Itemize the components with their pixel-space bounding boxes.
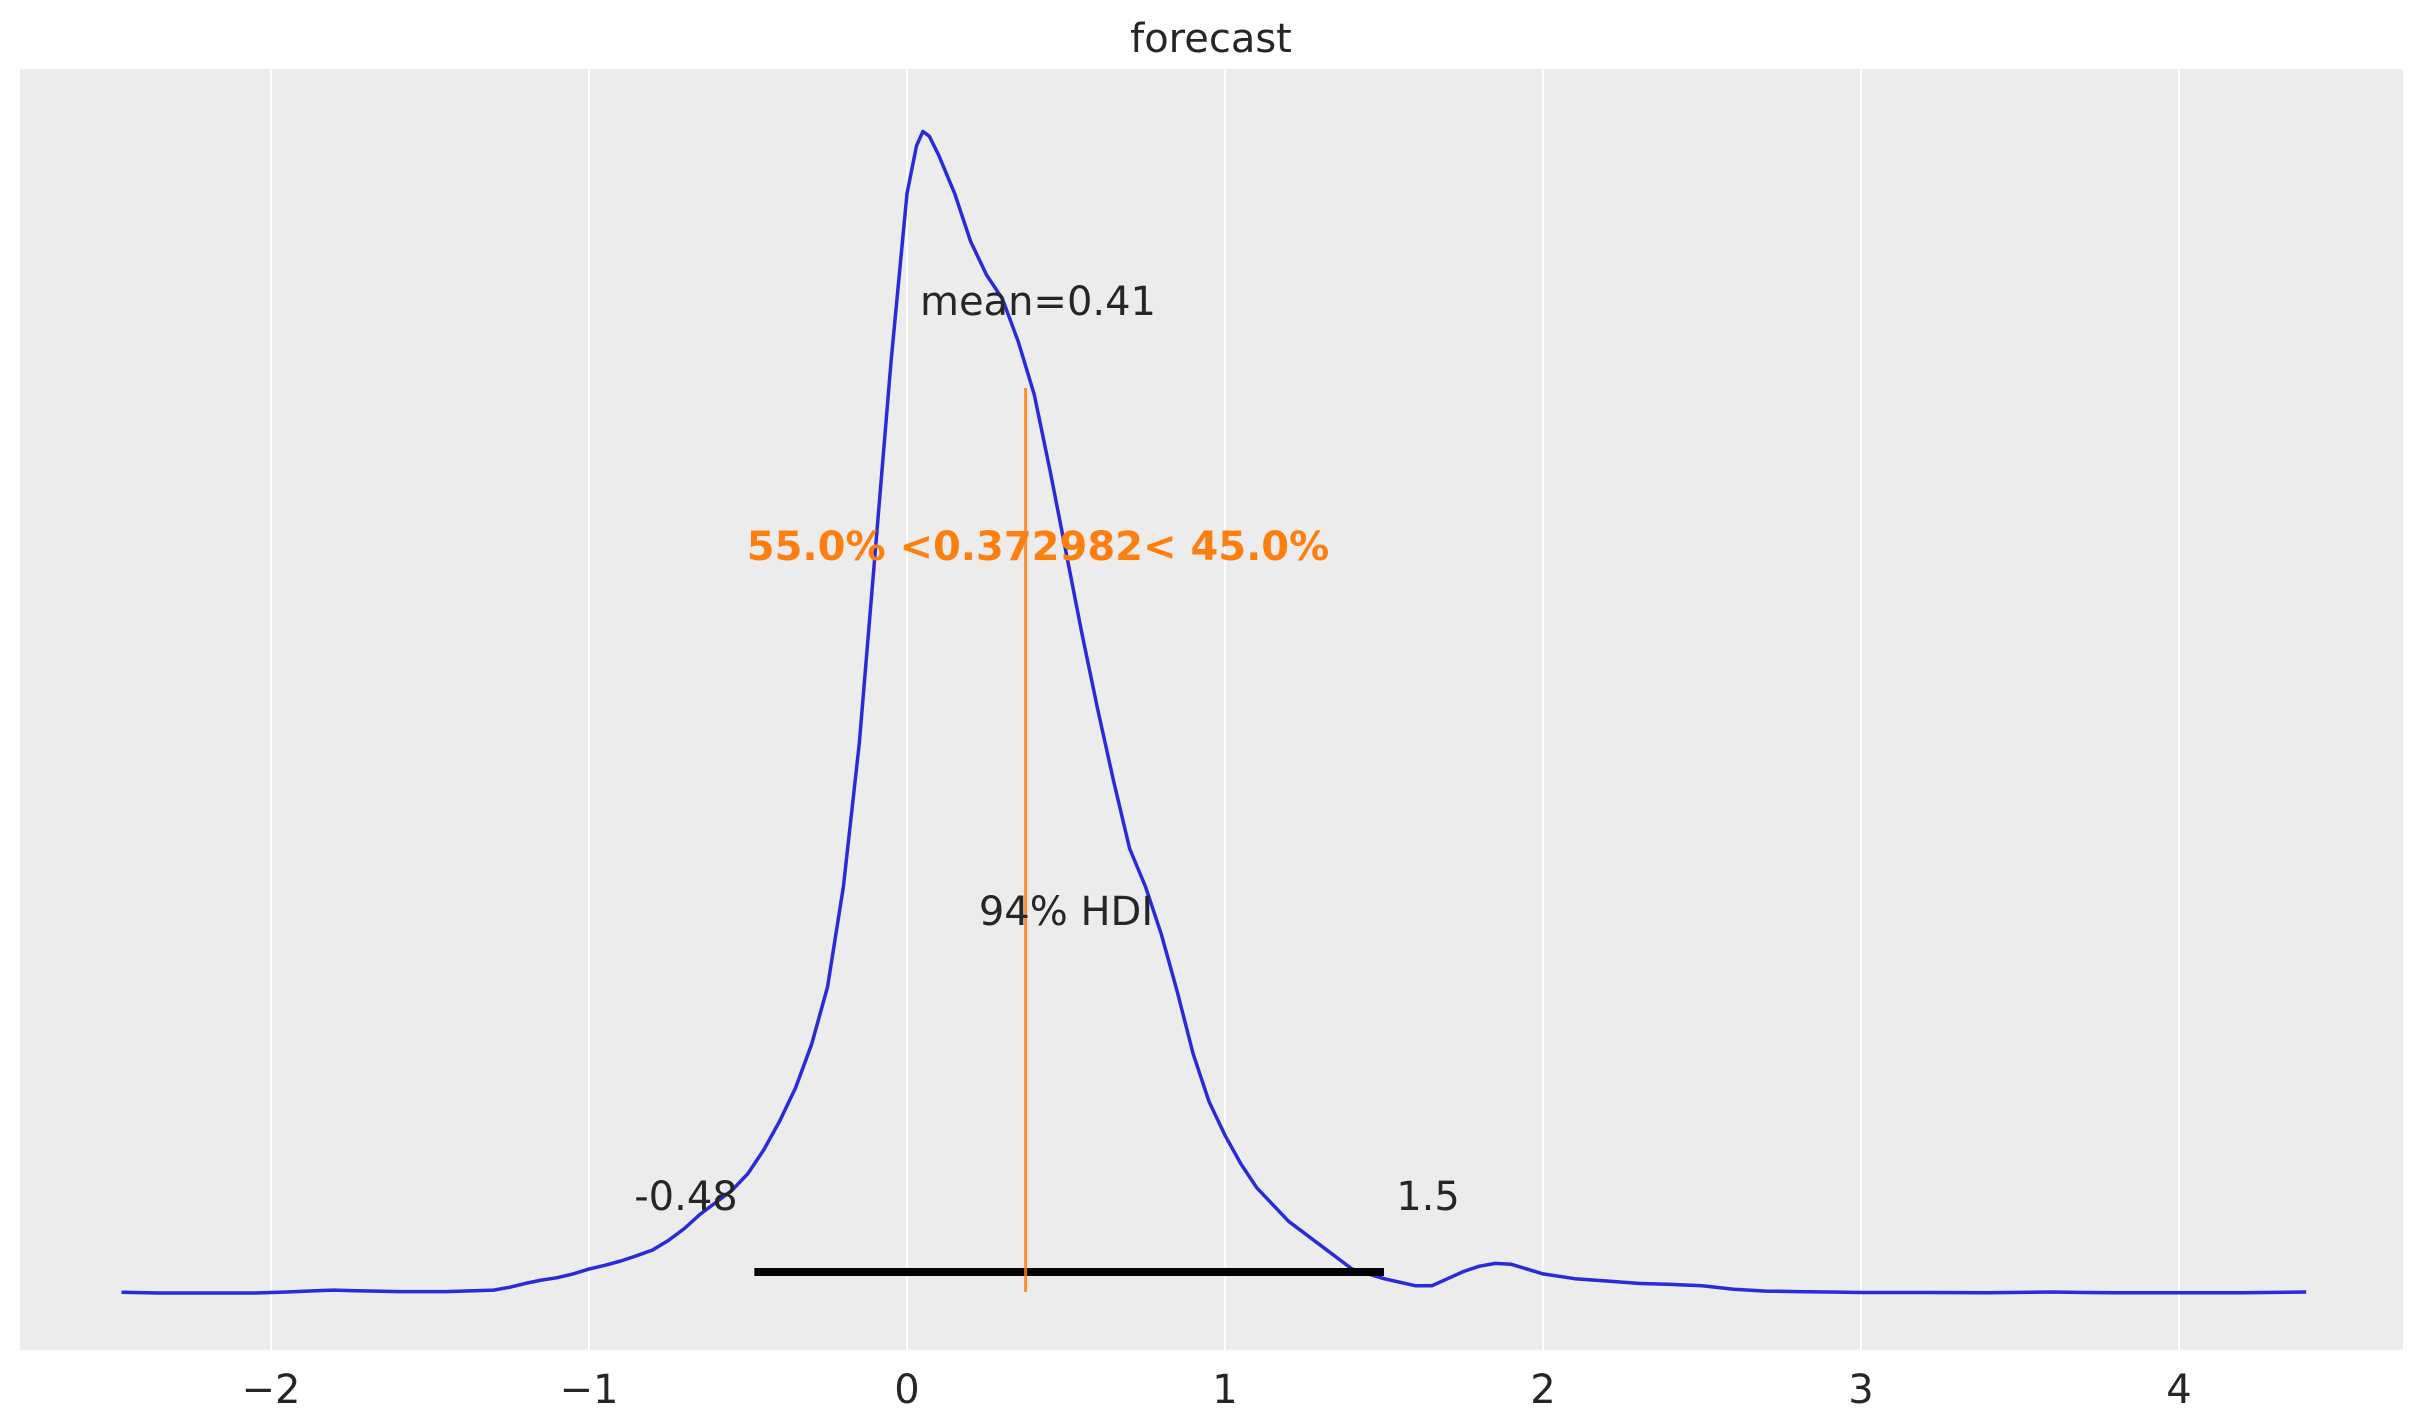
grid-lines — [270, 69, 2180, 1350]
plot-marks — [121, 129, 2307, 1295]
x-tick-label: 0 — [894, 1367, 919, 1413]
x-tick-label: −2 — [242, 1367, 301, 1413]
x-tick-label: 3 — [1848, 1367, 1873, 1413]
chart-title: forecast — [1130, 16, 1292, 62]
hdi-label: 94% HDI — [979, 889, 1153, 935]
hdi-high-label: 1.5 — [1396, 1174, 1460, 1220]
x-tick-label: 1 — [1212, 1367, 1237, 1413]
reference-value-label: 55.0% <0.372982< 45.0% — [747, 524, 1329, 570]
mean-label: mean=0.41 — [920, 279, 1156, 325]
x-axis-ticks: −2 −1 0 1 2 3 4 — [242, 1367, 2192, 1413]
x-tick-label: −1 — [560, 1367, 619, 1413]
density-curve — [121, 129, 2307, 1295]
x-tick-label: 4 — [2166, 1367, 2191, 1413]
x-tick-label: 2 — [1530, 1367, 1555, 1413]
plot-background — [20, 69, 2403, 1350]
hdi-low-label: -0.48 — [634, 1174, 738, 1220]
annotation-labels: mean=0.41 55.0% <0.372982< 45.0% 94% HDI… — [634, 279, 1460, 1220]
